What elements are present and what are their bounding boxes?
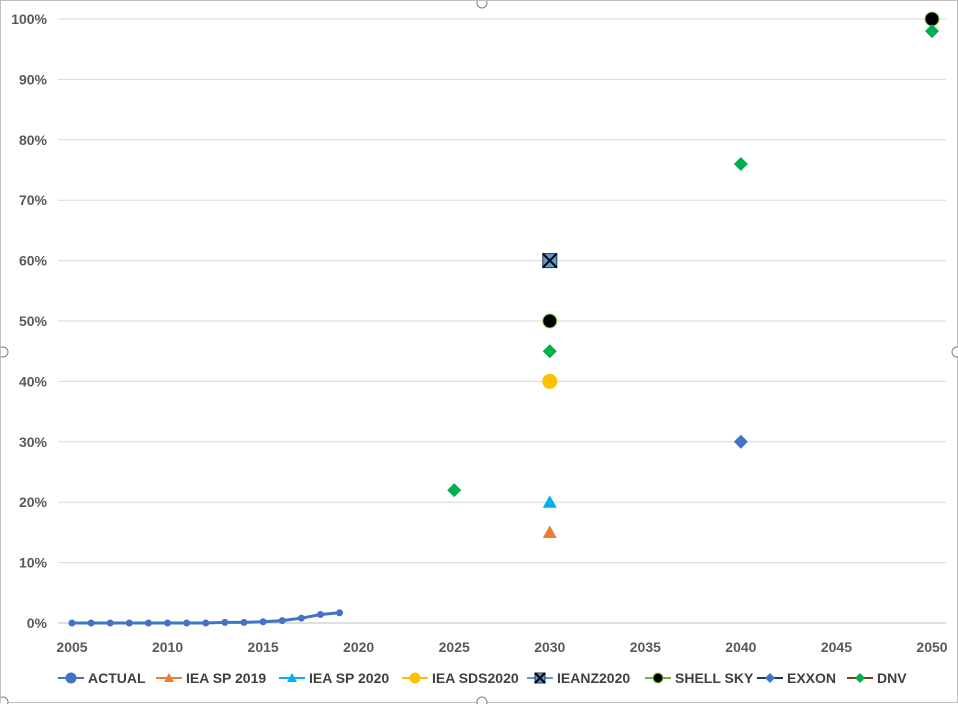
legend-marker [164, 673, 174, 682]
legend-marker [534, 672, 546, 684]
data-point [733, 434, 748, 449]
series-exxon [733, 434, 748, 449]
x-tick-label: 2015 [248, 639, 279, 655]
legend-item: IEANZ2020 [527, 670, 630, 686]
legend-marker [652, 672, 664, 684]
data-point [542, 344, 557, 359]
legend-marker [765, 673, 775, 683]
data-point [221, 618, 229, 626]
legend-item: EXXON [757, 670, 836, 686]
x-tick-label: 2025 [439, 639, 470, 655]
y-tick-label: 80% [19, 132, 48, 148]
y-tick-label: 30% [19, 434, 48, 450]
data-point [240, 618, 248, 626]
resize-handle[interactable] [0, 346, 9, 358]
legend-item: IEA SDS2020 [402, 670, 519, 686]
legend: ACTUAL IEA SP 2019 IEA SP 2020 IEA SDS2020 I… [58, 670, 907, 686]
data-point [125, 619, 133, 627]
x-tick-label: 2045 [821, 639, 852, 655]
series-iea-sp-2019 [542, 525, 557, 538]
gridlines [58, 18, 946, 564]
legend-label: EXXON [787, 670, 836, 686]
legend-label: IEA SDS2020 [432, 670, 519, 686]
series-dnv [447, 24, 939, 498]
y-tick-label: 60% [19, 253, 48, 269]
resize-handle[interactable] [951, 346, 958, 358]
legend-label: IEA SP 2020 [309, 670, 389, 686]
data-point [106, 619, 114, 627]
series-ieanz2020 [542, 252, 558, 269]
data-point [542, 525, 557, 538]
legend-label: IEA SP 2019 [186, 670, 266, 686]
y-tick-label: 50% [19, 313, 48, 329]
y-tick-label: 0% [27, 615, 48, 631]
legend-marker [409, 672, 421, 684]
legend-label: ACTUAL [88, 670, 146, 686]
data-point [278, 617, 286, 625]
y-tick-label: 90% [19, 71, 48, 87]
data-point [447, 483, 462, 498]
series-iea-sds2020 [542, 373, 558, 389]
legend-label: SHELL SKY [675, 670, 754, 686]
data-point [542, 373, 558, 389]
data-point [316, 611, 324, 619]
data-point [542, 495, 557, 508]
series-iea-sp-2020 [542, 495, 557, 508]
x-tick-label: 2005 [56, 639, 87, 655]
x-tick-label: 2040 [725, 639, 756, 655]
series-actual [68, 609, 344, 627]
legend-label: IEANZ2020 [557, 670, 630, 686]
x-tick-label: 2050 [916, 639, 947, 655]
data-point [924, 11, 940, 27]
y-tick-label: 40% [19, 373, 48, 389]
legend-marker [65, 672, 77, 684]
legend-marker [855, 673, 865, 683]
x-tick-label: 2020 [343, 639, 374, 655]
legend-marker [287, 673, 297, 682]
y-tick-label: 70% [19, 192, 48, 208]
resize-handle[interactable] [476, 0, 488, 9]
x-tick-label: 2010 [152, 639, 183, 655]
legend-item: IEA SP 2019 [156, 670, 266, 686]
x-tick-label: 2030 [534, 639, 565, 655]
y-tick-label: 100% [11, 11, 47, 27]
data-point [336, 609, 344, 617]
data-point [542, 252, 558, 269]
data-point [925, 24, 939, 39]
data-point [144, 619, 152, 627]
legend-item: IEA SP 2020 [279, 670, 389, 686]
data-point [87, 619, 95, 627]
data-point [202, 619, 210, 627]
x-tick-label: 2035 [630, 639, 661, 655]
plot-area [68, 11, 940, 627]
y-axis-ticks: 0% 10% 20% 30% 40% 50% 60% 70% 80% 90% 100% [11, 11, 47, 631]
data-point [68, 619, 76, 627]
legend-label: DNV [877, 670, 907, 686]
data-point [259, 618, 267, 626]
legend-item: ACTUAL [58, 670, 146, 686]
data-point [164, 619, 172, 627]
data-point [733, 156, 748, 171]
y-tick-label: 20% [19, 494, 48, 510]
data-point [542, 313, 558, 329]
data-point [183, 619, 191, 627]
legend-item: DNV [847, 670, 907, 686]
x-axis-ticks: 2005 2010 2015 2020 2025 2030 2035 2040 2045 2050 [56, 639, 947, 655]
y-tick-label: 10% [19, 555, 48, 571]
legend-item: SHELL SKY [645, 670, 754, 686]
data-point [297, 614, 305, 622]
